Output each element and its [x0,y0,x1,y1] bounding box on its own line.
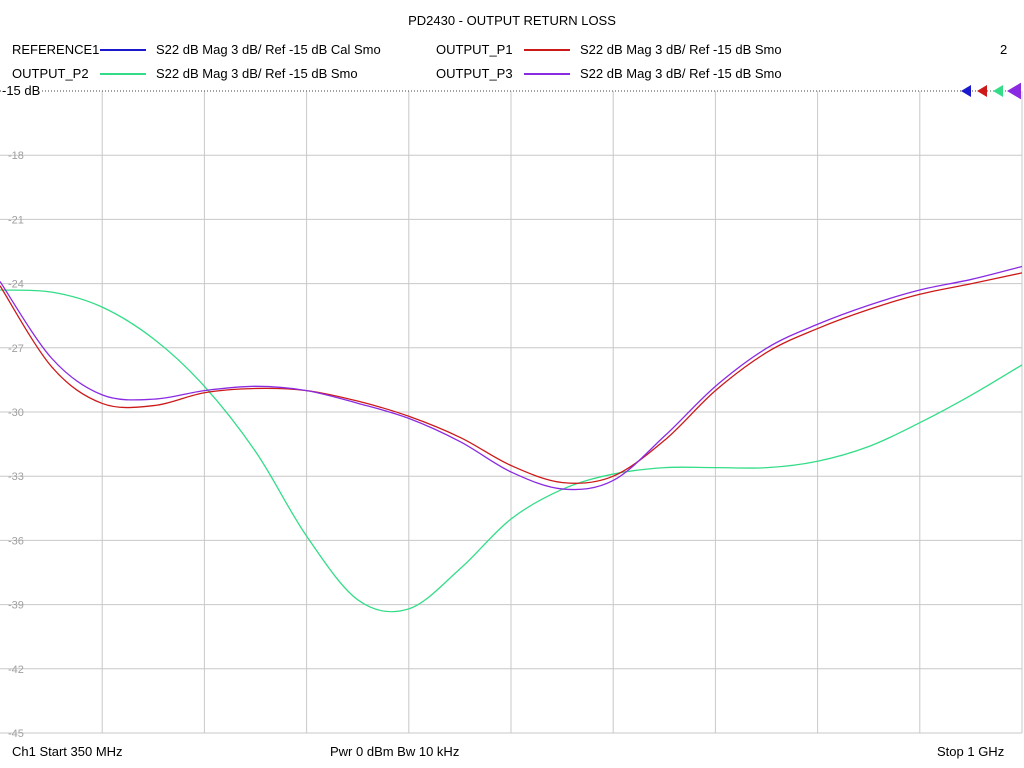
channel-number: 2 [1000,42,1008,57]
legend-swatch-reference1 [100,49,146,51]
y-tick-label: -45 [8,728,24,740]
y-tick-label: -18 [8,150,24,162]
legend-name-output-p2: OUTPUT_P2 [12,66,89,81]
legend-desc-output-p3: S22 dB Mag 3 dB/ Ref -15 dB Smo [580,66,782,81]
y-tick-label: -39 [8,600,24,612]
footer-power-bandwidth: Pwr 0 dBm Bw 10 kHz [330,744,460,759]
y-tick-label: -33 [8,471,24,483]
y-tick-label: -30 [8,407,24,419]
legend-desc-output-p2: S22 dB Mag 3 dB/ Ref -15 dB Smo [156,66,358,81]
legend-desc-reference1: S22 dB Mag 3 dB/ Ref -15 dB Cal Smo [156,42,381,57]
ref-level-label: -15 dB [2,83,43,98]
legend-name-output-p3: OUTPUT_P3 [436,66,513,81]
ref-marker-output-p3 [1007,82,1021,100]
chart-grid [0,90,1023,734]
series-line-output-p1 [0,272,1023,485]
y-tick-label: -42 [8,664,24,676]
footer-start: Ch1 Start 350 MHz [12,744,123,759]
y-tick-label: -27 [8,343,24,355]
legend-desc-output-p1: S22 dB Mag 3 dB/ Ref -15 dB Smo [580,42,782,57]
chart-series [0,265,1023,613]
y-tick-label: -24 [8,279,24,291]
legend-swatch-output-p1 [524,49,570,51]
ref-markers [961,82,1021,100]
y-tick-label: -21 [8,214,24,226]
legend-swatch-output-p3 [524,73,570,75]
y-axis-ticks: -18 -21 -24 -27 -30 -33 -36 -39 -42 -45 [8,150,24,740]
series-line-output-p3 [0,265,1023,491]
chart-title: PD2430 - OUTPUT RETURN LOSS [408,13,616,28]
y-tick-label: -36 [8,535,24,547]
ref-marker-reference1 [961,85,971,97]
series-line-output-p2 [0,289,1023,613]
legend-swatch-output-p2 [100,73,146,75]
footer-stop: Stop 1 GHz [937,744,1005,759]
ref-marker-output-p2 [993,85,1003,97]
legend-name-reference1: REFERENCE1 [12,42,100,57]
ref-marker-output-p1 [977,85,987,97]
legend-name-output-p1: OUTPUT_P1 [436,42,513,57]
